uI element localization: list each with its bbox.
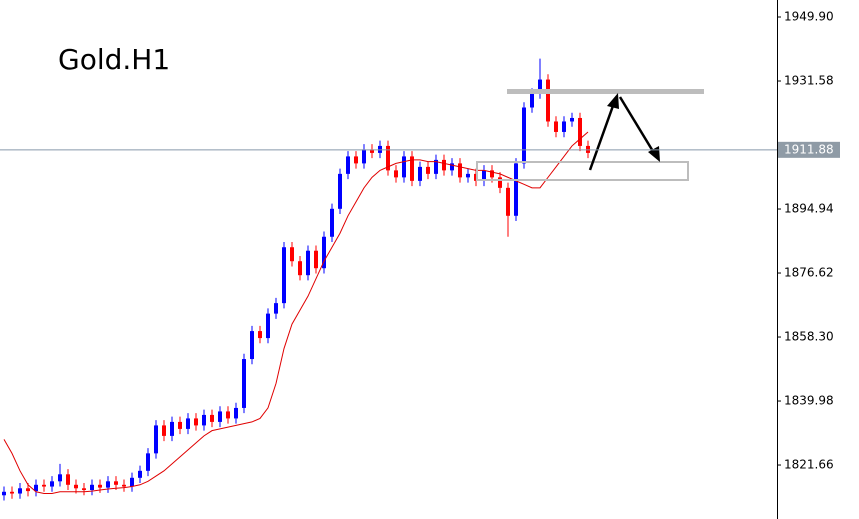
- candle-body: [226, 411, 230, 419]
- candle-body: [242, 359, 246, 408]
- candle-body: [98, 484, 102, 488]
- candle-body: [570, 117, 574, 122]
- support-zone: [476, 161, 689, 181]
- candle-body: [34, 484, 38, 492]
- candle-body: [178, 421, 182, 429]
- candle-body: [554, 121, 558, 132]
- candle-body: [42, 484, 46, 487]
- candle-body: [162, 425, 166, 436]
- resistance-zone: [507, 89, 704, 94]
- candle-body: [274, 303, 278, 314]
- candle-body: [10, 491, 14, 494]
- candle-body: [506, 187, 510, 216]
- candle-body: [282, 247, 286, 304]
- current-price-box: [778, 141, 840, 158]
- candle-body: [298, 261, 302, 276]
- candle-body: [114, 481, 118, 485]
- candle-body: [58, 474, 62, 482]
- candle-body: [418, 166, 422, 181]
- candle-body: [330, 208, 334, 237]
- candle-body: [410, 156, 414, 181]
- candle-body: [266, 313, 270, 339]
- y-tick-label: 1858.30: [784, 330, 834, 344]
- candle-body: [354, 156, 358, 164]
- candle-body: [386, 145, 390, 171]
- candle-body: [450, 163, 454, 171]
- candle-body: [306, 250, 310, 276]
- candle-body: [426, 166, 430, 174]
- candle-body: [194, 418, 198, 426]
- candle-body: [202, 414, 206, 426]
- candle-body: [362, 149, 366, 164]
- candle-body: [562, 121, 566, 132]
- candle-body: [434, 159, 438, 174]
- y-tick-label: 1949.90: [784, 10, 834, 24]
- candle-body: [186, 418, 190, 429]
- drawings: [476, 89, 704, 181]
- arrow-up: [588, 102, 616, 171]
- candle-body: [546, 79, 550, 122]
- candle-body: [402, 156, 406, 178]
- y-tick-label: 1876.62: [784, 266, 834, 280]
- candle-body: [154, 425, 158, 454]
- moving-average: [3, 131, 589, 495]
- y-tick-label: 1821.66: [784, 458, 834, 472]
- current-price-label: 1911.88: [784, 142, 834, 156]
- candle-body: [218, 411, 222, 422]
- arrow-head: [607, 93, 619, 109]
- candle-body: [122, 484, 126, 487]
- candle-body: [50, 481, 54, 487]
- candle-body: [106, 481, 110, 488]
- candle-body: [258, 331, 262, 339]
- candle-body: [66, 474, 70, 485]
- candle-body: [394, 170, 398, 178]
- arrow-down: [618, 96, 656, 154]
- candle-body: [26, 488, 30, 492]
- candle-body: [2, 491, 6, 496]
- candle-body: [138, 470, 142, 478]
- candle-body: [170, 421, 174, 436]
- candle-body: [130, 477, 134, 487]
- candle-body: [538, 79, 542, 94]
- candle-body: [314, 250, 318, 269]
- candle-body: [146, 453, 150, 471]
- chart-title: Gold.H1: [58, 43, 170, 76]
- candle-body: [522, 107, 526, 164]
- candle-body: [466, 173, 470, 178]
- candle-body: [18, 488, 22, 494]
- candle-body: [498, 177, 502, 188]
- candle-body: [82, 488, 86, 491]
- y-tick-label: 1894.94: [784, 202, 834, 216]
- candle-body: [578, 117, 582, 146]
- candle-body: [442, 159, 446, 171]
- candle-body: [490, 170, 494, 178]
- plot: [2, 58, 590, 501]
- candle-body: [514, 163, 518, 216]
- candle-body: [234, 407, 238, 419]
- candle-body: [250, 331, 254, 360]
- candle-body: [90, 484, 94, 491]
- candle-body: [530, 93, 534, 108]
- y-tick-label: 1931.58: [784, 74, 834, 88]
- candle-body: [482, 170, 486, 181]
- y-tick-label: 1839.98: [784, 394, 834, 408]
- candle-body: [74, 484, 78, 489]
- candle-body: [346, 156, 350, 174]
- candle-body: [210, 414, 214, 422]
- candle-body: [458, 163, 462, 178]
- candle-body: [370, 149, 374, 153]
- candle-body: [322, 236, 326, 269]
- candle-body: [290, 247, 294, 262]
- candle-body: [338, 173, 342, 209]
